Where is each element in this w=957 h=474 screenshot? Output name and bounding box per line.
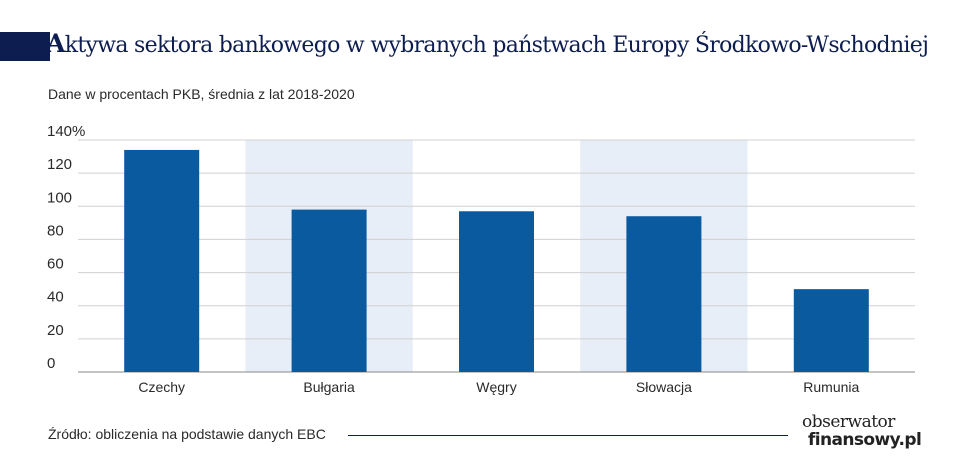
footer-divider [348, 435, 788, 436]
title-first-letter: A [46, 29, 65, 58]
x-tick-label: Rumunia [803, 379, 859, 395]
logo-line1: obserwator [802, 412, 895, 432]
x-tick-label: Czechy [138, 379, 185, 395]
title-row: Aktywa sektora bankowego w wybranych pań… [0, 26, 957, 66]
y-tick-label: 100 [47, 189, 72, 206]
bar-słowacja [626, 216, 702, 372]
y-tick-label: 120 [47, 156, 72, 173]
chart-title: Aktywa sektora bankowego w wybranych pań… [46, 29, 929, 58]
publisher-logo: obserwator finansowy.pl [800, 412, 930, 456]
y-tick-label: 60 [47, 256, 64, 273]
x-tick-label: Węgry [476, 379, 516, 395]
gridlines [78, 139, 915, 373]
bars [124, 149, 869, 372]
bar-węgry [459, 211, 534, 372]
bar-bułgaria [291, 209, 367, 372]
bar-czechy [124, 149, 200, 372]
y-tick-label: 40 [47, 289, 64, 306]
title-rest: ktywa sektora bankowego w wybranych pańs… [64, 33, 929, 58]
logo-line2: finansowy.pl [808, 430, 922, 450]
y-tick-label: 20 [47, 322, 64, 339]
bar-rumunia [793, 289, 869, 372]
y-tick-label: 0 [47, 355, 55, 372]
x-tick-label: Bułgaria [303, 379, 355, 395]
x-axis-labels: Czechy Bułgaria Węgry Słowacja Rumunia [138, 379, 859, 395]
title-accent-bar [0, 32, 50, 61]
x-tick-label: Słowacja [636, 379, 692, 395]
y-tick-label: 80 [47, 222, 64, 239]
chart-subtitle: Dane w procentach PKB, średnia z lat 201… [48, 86, 355, 102]
y-axis-ticks: 0 20 40 60 80 100 120 140% [47, 123, 85, 372]
y-tick-label: 140% [47, 123, 85, 140]
source-note: Źródło: obliczenia na podstawie danych E… [48, 426, 326, 442]
